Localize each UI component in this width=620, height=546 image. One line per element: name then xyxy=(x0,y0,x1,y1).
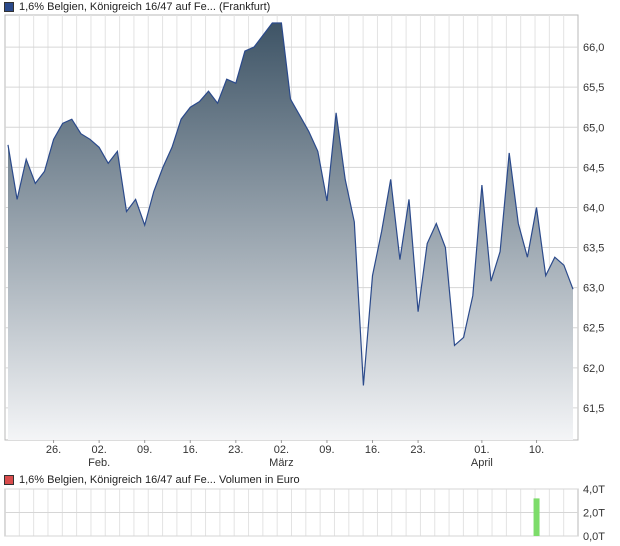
price-x-tick-label: 10. xyxy=(529,444,544,456)
price-x-tick-label: 23. xyxy=(410,444,425,456)
price-line xyxy=(7,22,574,386)
volume-legend-label: 1,6% Belgien, Königreich 16/47 auf Fe...… xyxy=(19,474,300,486)
price-x-tick-label: 16. xyxy=(365,444,380,456)
price-y-tick-label: 66,0 xyxy=(583,42,604,54)
price-y-tick-label: 65,0 xyxy=(583,122,604,134)
price-x-tick-label: 26. xyxy=(46,444,61,456)
volume-y-tick-label: 4,0T xyxy=(583,484,605,496)
price-x-tick-label: 02. xyxy=(274,444,289,456)
price-area xyxy=(8,23,573,440)
price-y-tick-label: 62,5 xyxy=(583,323,604,335)
price-x-tick-label: 09. xyxy=(137,444,152,456)
price-y-tick-label: 64,0 xyxy=(583,202,604,214)
price-y-tick-label: 64,5 xyxy=(583,162,604,174)
price-x-tick-label: 23. xyxy=(228,444,243,456)
price-x-month-label: Feb. xyxy=(88,457,110,469)
price-x-tick-label: 01. xyxy=(474,444,489,456)
price-y-tick-label: 61,5 xyxy=(583,403,604,415)
volume-y-tick-label: 2,0T xyxy=(583,508,605,520)
price-y-tick-label: 63,0 xyxy=(583,283,604,295)
price-y-tick-label: 63,5 xyxy=(583,243,604,255)
volume-plot-area: 0,0T 2,0T 4,0T xyxy=(4,484,605,543)
volume-legend-swatch xyxy=(4,475,14,485)
volume-legend: 1,6% Belgien, Königreich 16/47 auf Fe...… xyxy=(4,473,300,487)
price-x-tick-label: 02. xyxy=(91,444,106,456)
volume-bar xyxy=(533,498,540,536)
price-legend-label: 1,6% Belgien, Königreich 16/47 auf Fe...… xyxy=(19,1,271,13)
price-plot-area: 61,5 62,0 62,5 63,0 63,5 64,0 64,5 65,0 65,5 66,0… xyxy=(4,14,604,469)
price-y-tick-label: 65,5 xyxy=(583,82,604,94)
price-x-month-label: März xyxy=(269,457,293,469)
price-x-tick-label: 09. xyxy=(319,444,334,456)
price-legend-swatch xyxy=(4,2,14,12)
price-y-tick-label: 62,0 xyxy=(583,363,604,375)
price-x-month-label: April xyxy=(471,457,493,469)
price-x-tick-label: 16. xyxy=(183,444,198,456)
volume-y-tick-label: 0,0T xyxy=(583,531,605,543)
price-legend: 1,6% Belgien, Königreich 16/47 auf Fe...… xyxy=(4,0,270,14)
